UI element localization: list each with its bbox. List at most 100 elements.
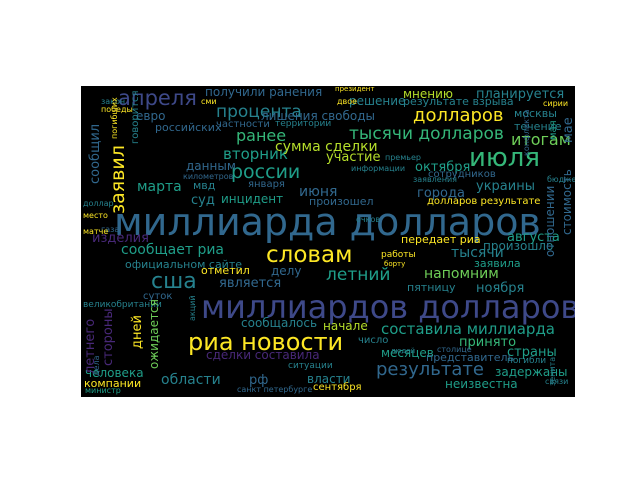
word: заявил [107,145,129,214]
word: пятницу [407,281,456,294]
word: ранее [236,126,287,145]
word: сотрудников [428,169,496,180]
word: министр [85,386,121,395]
word: планируется [476,87,565,102]
word: стороны [101,308,116,366]
word: евро [136,109,166,123]
word: долларов результате [427,196,541,207]
word: работы [381,250,416,260]
word: российских [155,121,222,134]
word: километров [183,172,234,181]
word: апреля [118,86,197,110]
word: миллиарда долларов [114,200,541,244]
word: территории [275,119,332,129]
word: мая [548,120,559,140]
word: победы [101,105,133,114]
word: марта [137,179,182,195]
word: компании [84,377,142,390]
word: миллиардов долларов [201,288,575,326]
word: июня [299,184,338,200]
word: президент [335,86,375,93]
word: сирии [543,99,569,108]
word: рф [249,373,269,388]
word: заявила [474,257,521,270]
word: стоимость [560,169,574,235]
word: власти [307,372,351,386]
word: великобритании [83,300,162,310]
word: ожидается [147,299,161,369]
word: лишения свободы [261,109,376,123]
word: мнению [403,87,454,101]
word: ноября [476,281,525,296]
word: принято [459,335,517,350]
word: дней [130,315,145,349]
word: задержаны [495,365,568,379]
word: области [161,372,221,388]
word: процента [216,102,302,122]
word: инцидент [221,192,284,206]
word: отношении [543,185,557,257]
word: зенита [548,356,557,386]
word: течение [514,120,562,133]
word: сообщил [88,123,103,184]
word: сообщает риа [121,242,225,258]
word: газа [101,225,120,234]
word: премьер [385,153,421,162]
word: вторник [223,145,288,163]
word: является [219,276,282,291]
word: погибших [110,97,119,139]
word: решение [349,94,406,108]
word: доллар [83,199,114,208]
word: суд [191,193,215,208]
word: бюджета [547,175,575,184]
word: сумма сделки [275,139,378,155]
word: города [417,186,465,201]
word: сша [151,269,197,294]
word: борту [384,260,406,268]
word: данным [186,159,236,173]
word: говорится [130,90,141,144]
word: информации [351,164,406,173]
word: участие [326,150,381,165]
word: мвд [193,179,216,192]
word: изделия [92,231,149,246]
word: тысячи [451,245,504,261]
word: очков [356,215,381,224]
word: неизвестна [445,377,518,391]
word: ситуации [288,361,333,371]
word: января [248,179,285,190]
word: закон [101,97,126,106]
word: октября [415,160,471,175]
word: человека [85,366,144,380]
word: сообщалось [241,316,318,330]
word: месяцев [381,346,434,360]
word: произошло [483,239,554,253]
word: матче [83,227,109,236]
word: акций [188,295,197,321]
word: результате [376,359,484,380]
word: россии [231,161,301,183]
word: сентября [313,382,362,393]
word: риа новости [188,328,344,356]
word: летний [326,265,391,285]
word: долларов [413,105,504,126]
word: произошел [309,195,374,208]
word: итогам [511,130,571,149]
word: делу [271,264,302,278]
word: суток [143,291,173,302]
word: тысячи долларов [349,124,504,144]
word: словам [266,242,353,268]
word: получили ранения [205,86,323,99]
word: украины [476,179,535,194]
word: сми [201,97,217,106]
word: конфликта [522,109,531,156]
word: отметил [201,264,250,277]
word: частности [216,119,270,130]
word: заявления [413,175,457,184]
word: мае [561,117,575,143]
word: результате взрыва [403,95,514,108]
word: передает риа [401,233,481,246]
word: двое [337,97,358,106]
word: представитель [426,351,515,364]
word: сделки составила [206,348,320,362]
